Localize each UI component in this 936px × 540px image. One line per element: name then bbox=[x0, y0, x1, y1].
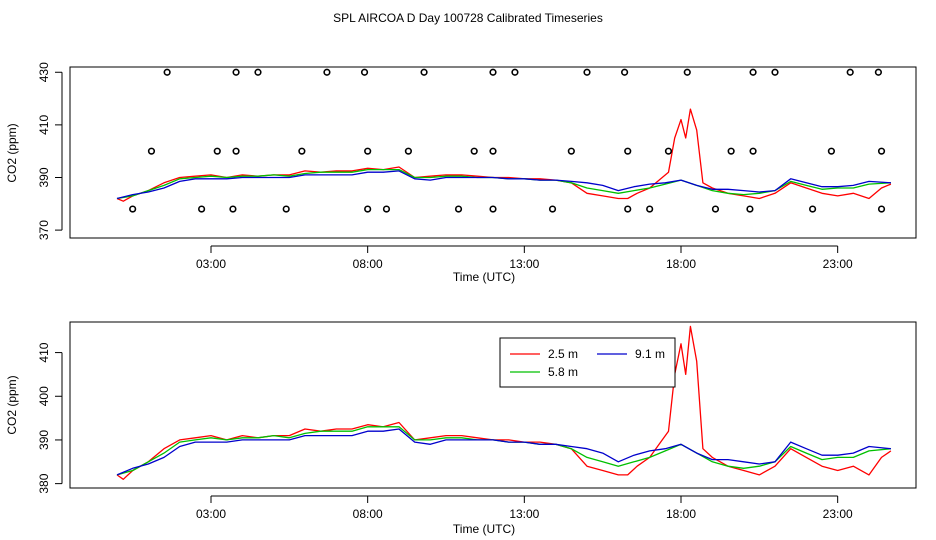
marker-point bbox=[646, 205, 654, 213]
marker-point bbox=[404, 147, 413, 155]
bottom-x-tick-label: 23:00 bbox=[823, 507, 853, 521]
marker-point bbox=[846, 68, 854, 76]
marker-point bbox=[620, 68, 629, 76]
marker-point bbox=[470, 147, 478, 155]
top-series-2-5-m bbox=[116, 108, 892, 202]
legend-label-2-5m: 2.5 m bbox=[548, 347, 578, 361]
bottom-y-axis-label: CO2 (ppm) bbox=[5, 375, 19, 434]
top-y-tick-label: 410 bbox=[37, 115, 51, 135]
marker-point bbox=[254, 68, 262, 76]
marker-point bbox=[489, 68, 497, 76]
marker-point bbox=[147, 147, 156, 155]
top-y-tick-label: 430 bbox=[37, 62, 51, 82]
top-series-5-8-m bbox=[116, 168, 891, 200]
bottom-x-tick-label: 03:00 bbox=[196, 507, 226, 521]
marker-point bbox=[489, 205, 497, 213]
bottom-x-axis-label: Time (UTC) bbox=[453, 522, 515, 536]
legend-label-5-8m: 5.8 m bbox=[548, 365, 578, 379]
marker-point bbox=[489, 147, 497, 155]
legend-box bbox=[499, 337, 676, 388]
marker-point bbox=[129, 205, 137, 213]
bottom-series-2-5-m bbox=[116, 325, 892, 480]
marker-point bbox=[323, 68, 331, 76]
bottom-y-tick-label: 380 bbox=[37, 473, 51, 493]
marker-point bbox=[727, 147, 735, 155]
bottom-series-5-8-m bbox=[116, 426, 891, 476]
marker-point bbox=[232, 68, 240, 76]
marker-point bbox=[827, 147, 836, 155]
marker-point bbox=[163, 68, 171, 76]
top-x-tick-label: 08:00 bbox=[353, 257, 383, 271]
bottom-x-tick-label: 08:00 bbox=[353, 507, 383, 521]
bottom-x-axis: 03:00 08:00 13:00 18:00 23:00 bbox=[196, 495, 853, 521]
marker-point bbox=[364, 205, 372, 213]
bottom-x-tick-label: 13:00 bbox=[509, 507, 539, 521]
top-y-tick-label: 390 bbox=[37, 167, 51, 187]
legend: 2.5 m 9.1 m 5.8 m bbox=[499, 337, 676, 388]
top-series-9-1-m bbox=[116, 170, 891, 200]
marker-point bbox=[771, 68, 779, 76]
marker-point bbox=[877, 147, 886, 155]
marker-point bbox=[364, 147, 372, 155]
top-marker-group bbox=[129, 68, 886, 213]
marker-point bbox=[749, 147, 757, 155]
bottom-x-tick-label: 18:00 bbox=[666, 507, 696, 521]
marker-point bbox=[232, 147, 240, 155]
top-x-tick-label: 23:00 bbox=[823, 257, 853, 271]
marker-point bbox=[229, 205, 237, 213]
top-y-tick-label: 370 bbox=[37, 220, 51, 240]
top-x-axis: 03:00 08:00 13:00 18:00 23:00 bbox=[196, 245, 853, 271]
marker-point bbox=[548, 205, 557, 213]
bottom-series-group bbox=[116, 325, 892, 480]
marker-point bbox=[874, 68, 883, 76]
chart-title: SPL AIRCOA D Day 100728 Calibrated Times… bbox=[333, 11, 603, 25]
top-x-tick-label: 03:00 bbox=[196, 257, 226, 271]
top-panel: 370 390 410 430 03:00 08:00 13:00 18:00 23:00 T… bbox=[5, 62, 917, 284]
marker-point bbox=[198, 205, 206, 213]
marker-point bbox=[567, 147, 575, 155]
bottom-y-axis: 380 390 400 410 bbox=[37, 342, 63, 494]
top-y-axis-label: CO2 (ppm) bbox=[5, 123, 19, 182]
top-x-axis-label: Time (UTC) bbox=[453, 270, 515, 284]
bottom-y-tick-label: 410 bbox=[37, 342, 51, 362]
marker-point bbox=[711, 205, 720, 213]
marker-point bbox=[624, 205, 632, 213]
marker-point bbox=[454, 205, 463, 213]
top-x-tick-label: 18:00 bbox=[666, 257, 696, 271]
top-series-group bbox=[116, 108, 892, 202]
marker-point bbox=[298, 147, 306, 155]
marker-point bbox=[282, 205, 290, 213]
marker-point bbox=[382, 205, 391, 213]
marker-point bbox=[749, 68, 757, 76]
marker-point bbox=[213, 147, 221, 155]
top-y-axis: 370 390 410 430 bbox=[37, 62, 63, 240]
marker-point bbox=[511, 68, 519, 76]
marker-point bbox=[746, 205, 754, 213]
marker-point bbox=[583, 68, 591, 76]
marker-point bbox=[664, 147, 673, 155]
bottom-series-9-1-m bbox=[116, 428, 891, 476]
marker-point bbox=[360, 68, 369, 76]
bottom-y-tick-label: 390 bbox=[37, 430, 51, 450]
bottom-panel: 380 390 400 410 03:00 08:00 13:00 18:00 23:00 T… bbox=[5, 321, 917, 536]
top-plot-frame bbox=[69, 66, 917, 239]
bottom-plot-frame bbox=[69, 321, 917, 489]
marker-point bbox=[420, 68, 428, 76]
marker-point bbox=[808, 205, 817, 213]
legend-label-9-1m: 9.1 m bbox=[635, 347, 665, 361]
marker-point bbox=[624, 147, 632, 155]
bottom-y-tick-label: 400 bbox=[37, 386, 51, 406]
top-x-tick-label: 13:00 bbox=[509, 257, 539, 271]
marker-point bbox=[683, 68, 691, 76]
marker-point bbox=[877, 205, 886, 213]
